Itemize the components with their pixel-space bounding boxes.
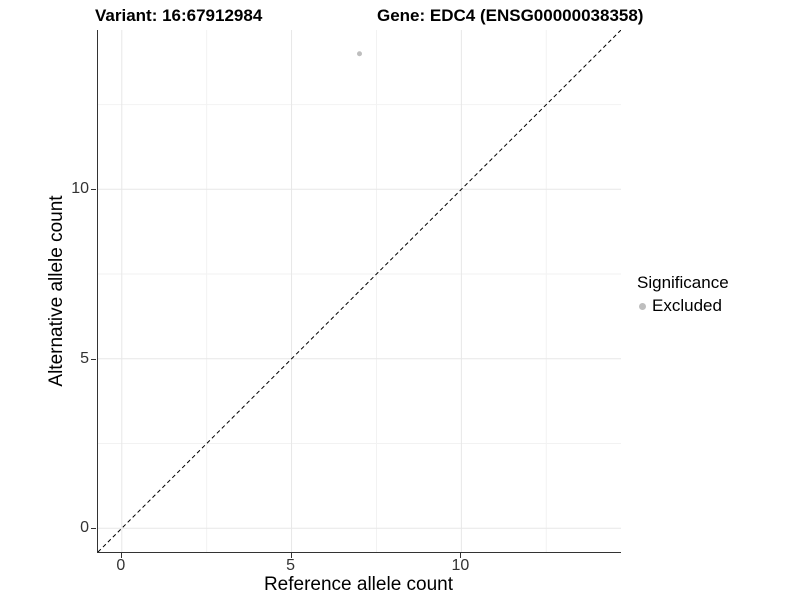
x-axis-title: Reference allele count (263, 574, 454, 595)
x-tick-label: 5 (286, 557, 296, 574)
y-tick-label: 10 (71, 180, 89, 198)
legend-circle-icon (639, 302, 646, 310)
y-tick-label: 0 (80, 519, 89, 537)
y-tick-mark (91, 358, 96, 360)
x-tick-mark (460, 553, 462, 558)
variant-title: Variant: 16:67912984 (95, 6, 263, 25)
plot-canvas (98, 30, 621, 552)
data-point-excluded (357, 51, 362, 57)
y-tick-label: 5 (80, 349, 89, 367)
legend: Significance Excluded (637, 273, 729, 316)
y-tick-mark (91, 189, 96, 191)
x-tick-label: 0 (116, 557, 126, 574)
x-tick-mark (290, 553, 292, 558)
legend-title: Significance (637, 273, 729, 292)
legend-item-excluded: Excluded (637, 296, 729, 316)
x-tick-label: 10 (451, 557, 470, 574)
x-tick-mark (120, 553, 122, 558)
legend-item-label: Excluded (652, 296, 722, 315)
y-tick-mark (91, 528, 96, 530)
plot-panel (97, 30, 621, 553)
gene-title: Gene: EDC4 (ENSG00000038358) (377, 6, 644, 25)
identity-line (98, 30, 621, 552)
